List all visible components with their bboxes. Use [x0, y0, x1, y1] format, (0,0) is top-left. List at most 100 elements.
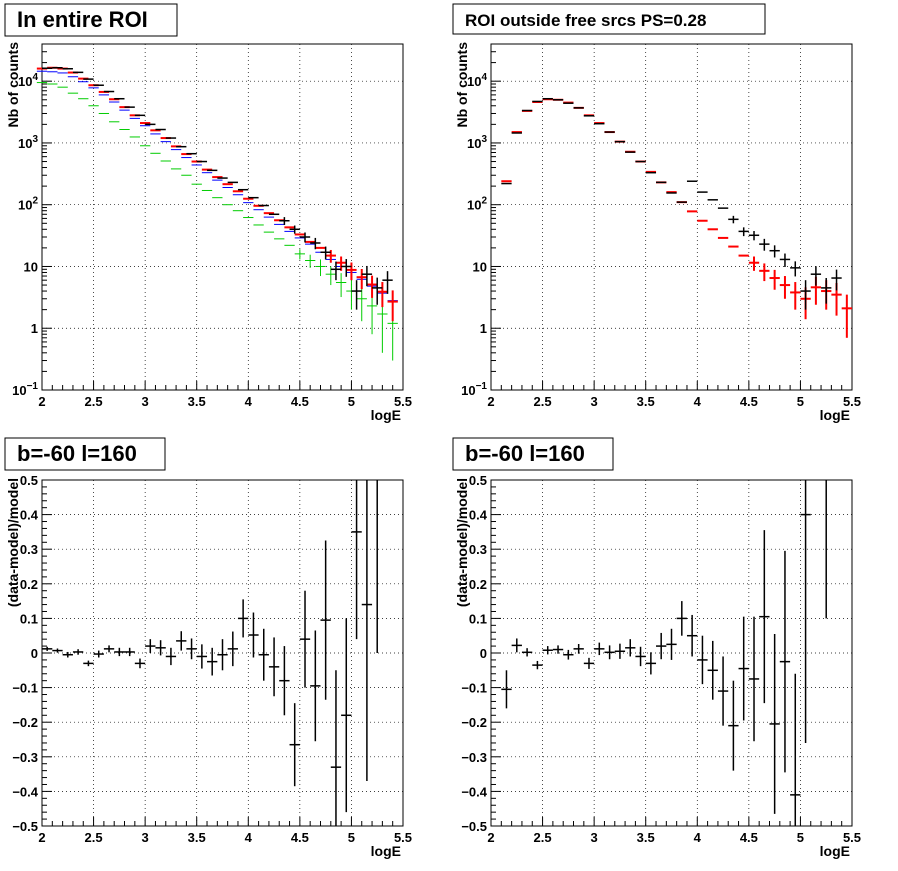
plot-frame [490, 43, 853, 391]
data-point [335, 256, 347, 271]
data-point [387, 290, 398, 322]
data-point [279, 217, 290, 225]
data-point [614, 643, 626, 659]
chart-panel-2: 2 2.5 3 3.5 4 4.5 5 5.5 10−1 1 10 102 103 104 logE Nb o… [452, 3, 861, 423]
data-point [351, 280, 362, 310]
x-tick-label: 5.5 [843, 830, 861, 845]
data-point [310, 237, 321, 250]
y-tick-label: 102 [18, 196, 38, 213]
data-point [341, 259, 352, 277]
data-point [52, 648, 63, 653]
y-tick-label: 103 [18, 134, 38, 151]
data-point [305, 254, 316, 268]
data-point [320, 540, 331, 700]
data-point [583, 657, 595, 669]
data-point [341, 618, 352, 813]
data-point [790, 282, 801, 310]
y-tick-label: 0.4 [20, 508, 39, 523]
x-tick-label: 2 [38, 394, 45, 409]
x-tick-label: 4 [245, 830, 253, 845]
data-point [645, 652, 657, 675]
data-point [227, 631, 238, 667]
data-point [594, 642, 605, 656]
data-point [790, 261, 801, 277]
x-tick-label: 2.5 [85, 394, 103, 409]
data-point [552, 645, 564, 654]
data-point [248, 612, 259, 658]
y-tick-label: 0.3 [20, 542, 38, 557]
y-tick-label: 0.5 [20, 473, 38, 488]
y-tick-label: 104 [18, 72, 38, 89]
x-tick-label: 2 [487, 394, 494, 409]
y-tick-label: 10 [473, 259, 487, 274]
data-point [800, 280, 811, 310]
data-point [42, 646, 53, 651]
y-tick-label: 0 [31, 646, 38, 661]
data-point [563, 649, 574, 660]
chart-panel-3: 2 2.5 3 3.5 4 4.5 5 5.5 −0.5 −0.4 −0.3 −0.2 −0.1 0 0.1… [4, 437, 412, 859]
data-point [511, 638, 522, 653]
x-tick-label: 2 [487, 830, 494, 845]
data-point [728, 680, 739, 771]
y-axis-label: (data-model)/model [454, 478, 470, 607]
data-point [779, 253, 791, 268]
data-point [748, 616, 760, 742]
chart-panel-1: 2 2.5 3 3.5 4 4.5 5 5.5 10−1 1 10 102 103 104 logE Nb o… [4, 3, 412, 423]
chart-title: In entire ROI [17, 7, 148, 32]
x-tick-label: 3.5 [637, 830, 655, 845]
data-series-1 [501, 480, 827, 826]
data-point [299, 590, 311, 688]
title-box [4, 437, 166, 471]
data-point [573, 644, 584, 654]
x-tick-label: 2.5 [534, 394, 552, 409]
plot-frame [41, 43, 404, 391]
x-tick-label: 4.5 [291, 830, 309, 845]
y-tick-label: 0.3 [469, 542, 487, 557]
y-tick-label: 0 [480, 646, 487, 661]
x-tick-label: 3 [591, 830, 598, 845]
data-point [186, 638, 197, 660]
chart-title: b=-60 l=160 [17, 441, 137, 466]
y-tick-label: 1 [480, 321, 487, 336]
x-tick-label: 3 [142, 394, 149, 409]
data-point [83, 660, 94, 667]
x-tick-label: 5 [797, 394, 804, 409]
chart-panel-4: 2 2.5 3 3.5 4 4.5 5 5.5 −0.5 −0.4 −0.3 −0.2 −0.1 0 0.1… [452, 437, 861, 859]
x-tick-label: 5 [348, 394, 355, 409]
data-point [841, 294, 852, 338]
y-tick-label: 104 [467, 72, 487, 89]
data-point [728, 215, 739, 224]
title-box [452, 437, 614, 471]
y-tick-label: 0.5 [469, 473, 487, 488]
data-point [769, 245, 780, 258]
data-point [330, 670, 342, 826]
data-point [310, 630, 321, 742]
data-point [738, 227, 749, 237]
data-point [779, 276, 791, 299]
data-point [377, 298, 388, 353]
x-tick-label: 4.5 [291, 394, 309, 409]
y-axis-label: Nb of counts [5, 42, 21, 128]
data-point [134, 658, 146, 669]
data-point [759, 238, 770, 251]
data-point [315, 259, 326, 277]
data-point [800, 480, 811, 743]
x-tick-label: 5.5 [394, 394, 412, 409]
y-tick-label: −0.3 [461, 750, 487, 765]
data-point [769, 633, 780, 814]
data-point [279, 646, 290, 716]
data-point [521, 648, 533, 657]
data-point [366, 275, 378, 298]
data-point [810, 266, 822, 286]
x-tick-label: 5 [348, 830, 355, 845]
data-point [604, 645, 615, 660]
data-point [145, 639, 156, 653]
chart-title: b=-60 l=160 [465, 441, 585, 466]
data-point [821, 278, 832, 304]
data-point [759, 263, 770, 282]
x-tick-label: 5.5 [394, 830, 412, 845]
y-tick-label: 102 [467, 196, 487, 213]
y-tick-label: 0.1 [469, 611, 487, 626]
data-point [165, 647, 177, 666]
